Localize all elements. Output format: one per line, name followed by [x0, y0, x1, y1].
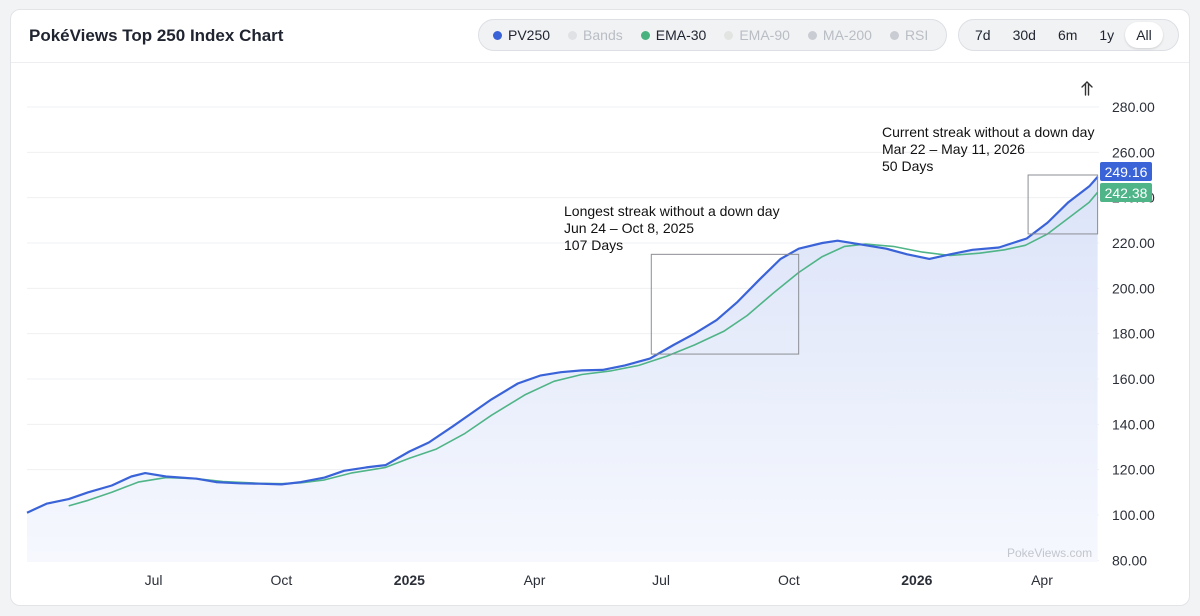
range-button-6m[interactable]: 6m: [1057, 27, 1078, 43]
pv250-last-value: 249.16: [1105, 164, 1148, 180]
toggle-label: Bands: [583, 27, 623, 43]
chart-svg: 80.00 100.00 120.00 140.00 160.00 180.00 200.0…: [26, 81, 1155, 588]
chart-header: PokéViews Top 250 Index Chart PV250 Bands…: [11, 10, 1189, 63]
toggle-label: EMA-90: [739, 27, 790, 43]
chart-title: PokéViews Top 250 Index Chart: [29, 26, 284, 45]
watermark: PokeViews.com: [1007, 546, 1092, 560]
up-arrow-icon[interactable]: [1081, 81, 1093, 96]
x-tick-label: Apr: [524, 572, 546, 588]
annotation-text: Current streak without a down day: [882, 124, 1094, 140]
y-tick-label: 140.00: [1112, 416, 1155, 432]
x-tick-label: Jul: [145, 572, 163, 588]
toggle-ema-90[interactable]: EMA-90: [715, 22, 799, 48]
streak-box: [650, 253, 800, 355]
x-tick-label: Jul: [652, 572, 670, 588]
range-button-all[interactable]: All: [1125, 22, 1163, 48]
chart-card: PokéViews Top 250 Index Chart PV250 Bands…: [10, 9, 1190, 606]
series-toggle-group: PV250 Bands EMA-30 EMA-90 MA-200 RSI: [478, 19, 947, 51]
series-dot-icon: [493, 30, 502, 40]
x-tick-label: Oct: [778, 572, 800, 588]
annotation-text: Mar 22 – May 11, 2026: [882, 141, 1025, 157]
pv250-area: [27, 176, 1098, 562]
toggle-ma-200[interactable]: MA-200: [799, 22, 881, 48]
toggle-ema-30[interactable]: EMA-30: [632, 22, 716, 48]
toggle-label: RSI: [904, 27, 929, 43]
annotation-text: 107 Days: [564, 237, 623, 253]
series-dot-icon: [568, 30, 578, 40]
x-tick-label: Oct: [271, 572, 293, 588]
range-button-30d[interactable]: 30d: [1012, 27, 1036, 43]
toggle-bands[interactable]: Bands: [559, 22, 632, 48]
series-dot-icon: [724, 30, 734, 40]
y-tick-label: 180.00: [1112, 326, 1155, 342]
range-toggle-group: 7d 30d 6m 1y All: [958, 19, 1179, 51]
ema30-last-value: 242.38: [1105, 185, 1148, 201]
pv250-line: [26, 176, 1099, 514]
range-button-1y[interactable]: 1y: [1099, 27, 1115, 43]
y-tick-label: 100.00: [1112, 507, 1155, 523]
pv250-last-value-bg: [1100, 162, 1152, 181]
y-tick-label: 120.00: [1112, 462, 1155, 478]
y-tick-label: 200.00: [1112, 280, 1155, 296]
toggle-label: PV250: [508, 27, 551, 43]
toggle-label: EMA-30: [655, 27, 707, 43]
annotation-text: Jun 24 – Oct 8, 2025: [564, 220, 694, 236]
series-dot-icon: [807, 30, 817, 40]
y-tick-label: 80.00: [1112, 552, 1147, 568]
y-tick-label: 260.00: [1112, 144, 1155, 160]
x-tick-label: Apr: [1031, 572, 1053, 588]
x-tick-label: 2025: [394, 572, 425, 588]
y-tick-label: 280.00: [1112, 99, 1155, 115]
y-tick-label: 160.00: [1112, 371, 1155, 387]
annotation-text: 50 Days: [882, 158, 933, 174]
streak-box: [1027, 174, 1099, 235]
ema30-last-value-bg: [1100, 183, 1152, 202]
up-arrow-path: [1081, 81, 1093, 96]
range-button-7d[interactable]: 7d: [975, 27, 991, 43]
series-dot-icon: [889, 30, 899, 40]
toggle-pv250[interactable]: PV250: [484, 22, 559, 48]
toggle-rsi[interactable]: RSI: [881, 22, 937, 48]
y-tick-label: 220.00: [1112, 235, 1155, 251]
toggle-label: MA-200: [822, 27, 872, 43]
series-dot-icon: [640, 30, 650, 40]
x-tick-label: 2026: [901, 572, 932, 588]
annotation-text: Longest streak without a down day: [564, 203, 780, 219]
